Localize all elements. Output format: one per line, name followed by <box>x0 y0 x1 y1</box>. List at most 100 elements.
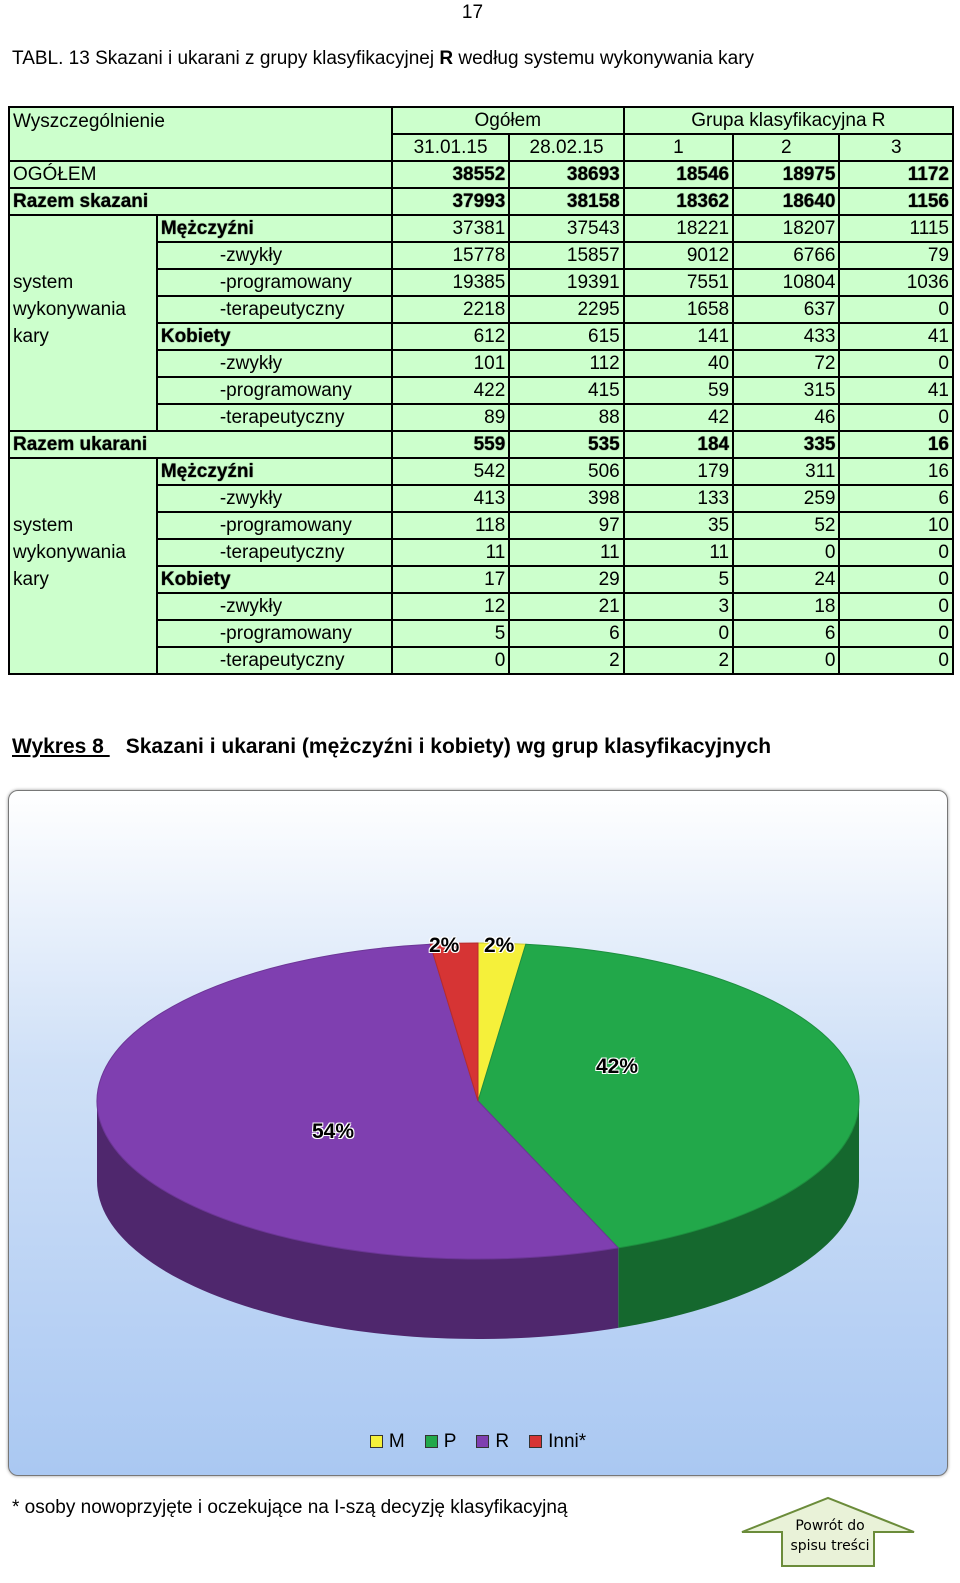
mode-row: -zwykły 413 398 133 259 6 <box>8 484 954 513</box>
value-cell: 101 <box>390 349 511 378</box>
header-group-number: 2 <box>732 133 841 162</box>
header-group-number: 1 <box>622 133 735 162</box>
value-cell: 0 <box>732 538 841 567</box>
slice-label-R: 54% <box>312 1120 355 1143</box>
table-title-bold: R <box>439 48 454 69</box>
value-cell: 18207 <box>732 214 841 243</box>
value-cell: 1156 <box>838 187 954 216</box>
value-cell: 0 <box>838 295 954 324</box>
gender-row: kary Kobiety 17 29 5 24 0 <box>8 565 954 594</box>
mode-row: -programowany 422 415 59 315 41 <box>8 376 954 405</box>
system-label: system <box>8 512 158 539</box>
table-title-suffix: według systemu wykonywania kary <box>453 48 755 69</box>
value-cell: 422 <box>390 376 511 405</box>
system-label: wykonywania <box>8 539 158 566</box>
mode-label: -terapeutyczny <box>155 403 393 432</box>
value-cell: 1036 <box>838 268 954 297</box>
value-cell: 38552 <box>390 160 511 189</box>
value-cell: 0 <box>838 403 954 432</box>
chart-caption: Wykres 8 Skazani i ukarani (mężczyźni i … <box>12 735 771 759</box>
system-label-empty <box>8 404 158 432</box>
value-cell: 0 <box>838 619 954 648</box>
mode-label: -terapeutyczny <box>155 538 393 567</box>
value-cell: 9012 <box>622 241 735 270</box>
value-cell: 542 <box>390 457 511 486</box>
value-cell: 2 <box>508 646 625 675</box>
system-label-empty <box>8 350 158 377</box>
value-cell: 11 <box>508 538 625 567</box>
mode-label: -terapeutyczny <box>155 295 393 324</box>
value-cell: 59 <box>622 376 735 405</box>
ukarani-total-row: Razem ukarani 559 535 184 335 16 <box>8 430 954 459</box>
row-label: OGÓŁEM <box>8 160 393 189</box>
header-row-2: 31.01.15 28.02.15 1 2 3 <box>8 133 954 162</box>
pie-slice-Inni* <box>429 942 479 1102</box>
value-cell: 19385 <box>390 268 511 297</box>
mode-row: wykonywania -terapeutyczny 11 11 11 0 0 <box>8 538 954 567</box>
value-cell: 38693 <box>508 160 625 189</box>
value-cell: 0 <box>838 565 954 594</box>
system-label-empty <box>8 647 158 675</box>
value-cell: 15857 <box>508 241 625 270</box>
value-cell: 29 <box>508 565 625 594</box>
total-row: OGÓŁEM 38552 38693 18546 18975 1172 <box>8 160 954 189</box>
back-to-contents-line2: spisu treści <box>790 1538 870 1554</box>
mode-row: -zwykły 12 21 3 18 0 <box>8 592 954 621</box>
mode-row: system -programowany 19385 19391 7551 10804 10… <box>8 268 954 297</box>
value-cell: 1658 <box>622 295 735 324</box>
value-cell: 42 <box>622 403 735 432</box>
back-to-contents-button[interactable]: Powrót do spisu treści <box>740 1496 916 1568</box>
value-cell: 37543 <box>508 214 625 243</box>
system-label-empty <box>8 485 158 512</box>
value-cell: 6 <box>508 619 625 648</box>
legend-swatch <box>424 1435 438 1449</box>
value-cell: 16 <box>838 430 954 459</box>
value-cell: 15778 <box>390 241 511 270</box>
value-cell: 97 <box>508 511 625 540</box>
value-cell: 10804 <box>732 268 841 297</box>
section-label: Razem ukarani <box>8 430 393 459</box>
legend-label: M <box>388 1431 405 1452</box>
value-cell: 133 <box>622 484 735 513</box>
mode-label: -zwykły <box>155 241 393 270</box>
system-label-empty <box>8 242 158 269</box>
value-cell: 37381 <box>390 214 511 243</box>
legend-label: R <box>495 1431 510 1452</box>
value-cell: 506 <box>508 457 625 486</box>
mode-label: -programowany <box>155 511 393 540</box>
pie-side-P <box>618 1101 859 1328</box>
mode-label: -zwykły <box>155 484 393 513</box>
section-label: Razem skazani <box>8 187 393 216</box>
value-cell: 118 <box>390 511 511 540</box>
value-cell: 415 <box>508 376 625 405</box>
gender-row: Mężczyźni 37381 37543 18221 18207 1115 <box>8 214 954 243</box>
mode-row: -terapeutyczny 89 88 42 46 0 <box>8 403 954 432</box>
legend-item-R: R <box>476 1431 509 1453</box>
value-cell: 38158 <box>508 187 625 216</box>
legend-item-P: P <box>424 1431 456 1453</box>
value-cell: 612 <box>390 322 511 351</box>
legend-swatch <box>369 1435 383 1449</box>
gender-label: Kobiety <box>155 322 393 351</box>
value-cell: 41 <box>838 376 954 405</box>
legend-item-M: M <box>369 1431 405 1453</box>
chart-legend: M P R Inni* <box>9 1431 947 1453</box>
value-cell: 88 <box>508 403 625 432</box>
value-cell: 0 <box>838 646 954 675</box>
legend-swatch <box>476 1435 490 1449</box>
mode-row: -terapeutyczny 0 2 2 0 0 <box>8 646 954 675</box>
pie-side-R <box>97 1101 619 1339</box>
system-label: system <box>8 269 158 296</box>
gender-label: Mężczyźni <box>155 214 393 243</box>
system-label: wykonywania <box>8 296 158 323</box>
header-date: 31.01.15 <box>390 133 511 162</box>
value-cell: 79 <box>838 241 954 270</box>
header-group-number: 3 <box>838 133 954 162</box>
table-title: TABL. 13 Skazani i ukarani z grupy klasy… <box>12 48 754 70</box>
value-cell: 11 <box>622 538 735 567</box>
mode-label: -programowany <box>155 376 393 405</box>
value-cell: 18546 <box>622 160 735 189</box>
header-description: Wyszczególnienie <box>8 106 393 134</box>
value-cell: 1115 <box>838 214 954 243</box>
value-cell: 10 <box>838 511 954 540</box>
